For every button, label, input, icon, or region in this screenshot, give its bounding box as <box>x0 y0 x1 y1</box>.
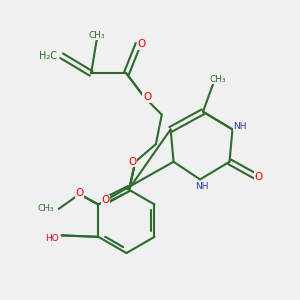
Text: O: O <box>137 39 145 49</box>
Text: CH₃: CH₃ <box>89 31 105 40</box>
Text: CH₃: CH₃ <box>209 75 226 84</box>
Text: O: O <box>102 195 110 205</box>
Text: O: O <box>255 172 263 182</box>
Text: O: O <box>143 92 151 102</box>
Text: O: O <box>75 188 83 198</box>
Text: NH: NH <box>195 182 208 191</box>
Text: HO: HO <box>45 234 59 243</box>
Text: H₂C: H₂C <box>39 51 57 61</box>
Text: O: O <box>128 157 136 167</box>
Text: CH₃: CH₃ <box>38 204 54 213</box>
Text: NH: NH <box>233 122 247 131</box>
